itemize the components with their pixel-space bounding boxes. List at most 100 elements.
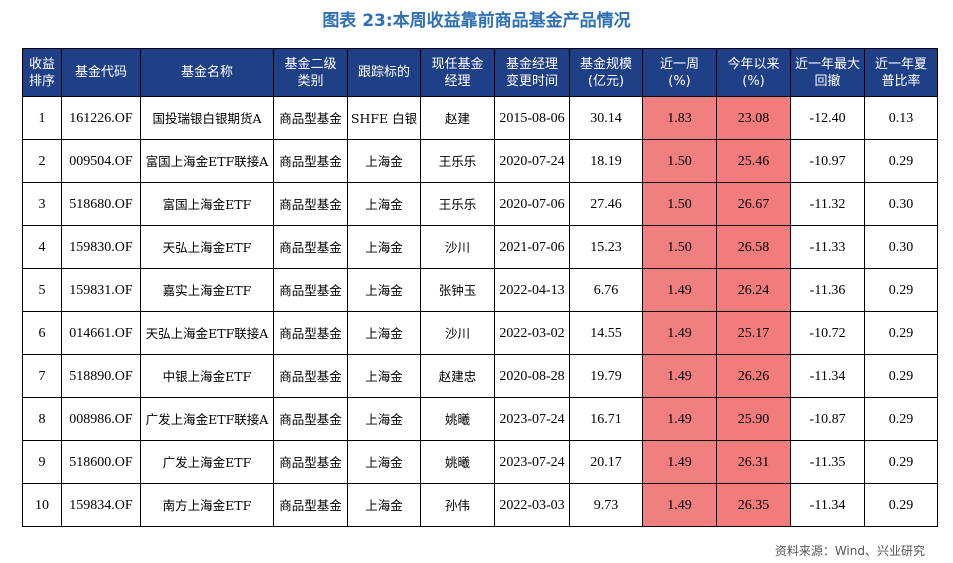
category-cell: 商品型基金 (273, 311, 348, 355)
code-cell: 009504.OF (61, 139, 141, 183)
change-date-cell: 2015-08-06 (494, 96, 570, 140)
manager-cell: 孙伟 (420, 483, 495, 527)
tracking-index-cell: 上海金 (347, 268, 421, 312)
change-date-cell: 2023-07-24 (494, 397, 570, 441)
table-title: 图表 23:本周收益靠前商品基金产品情况 (322, 11, 631, 31)
sharpe-ratio-cell: 0.29 (864, 139, 938, 183)
table-row: 3 518680.OF 富国上海金ETF 商品型基金 上海金 王乐乐 2020-07-06 2… (22, 182, 938, 226)
week-return-cell: 1.49 (642, 311, 717, 355)
fund-size-cell: 19.79 (569, 354, 643, 398)
manager-cell: 姚曦 (420, 397, 495, 441)
table-row: 5 159831.OF 嘉实上海金ETF 商品型基金 上海金 张钟玉 2022-04-13 6… (22, 268, 938, 312)
rank-cell: 3 (22, 182, 62, 226)
sharpe-ratio-cell: 0.29 (864, 440, 938, 484)
fund-size-cell: 30.14 (569, 96, 643, 140)
category-cell: 商品型基金 (273, 268, 348, 312)
sharpe-ratio-cell: 0.30 (864, 182, 938, 226)
max-drawdown-cell: -12.40 (790, 96, 865, 140)
column-header: 近一周 (%) (642, 48, 717, 97)
rank-cell: 7 (22, 354, 62, 398)
column-header: 跟踪标的 (347, 48, 421, 97)
ytd-return-cell: 26.24 (716, 268, 791, 312)
fund-size-cell: 16.71 (569, 397, 643, 441)
fund-name-cell: 中银上海金ETF (140, 354, 274, 398)
column-header-line: (%) (668, 73, 691, 89)
change-date-cell: 2022-04-13 (494, 268, 570, 312)
ytd-return-cell: 26.67 (716, 182, 791, 226)
week-return-cell: 1.49 (642, 268, 717, 312)
max-drawdown-cell: -11.36 (790, 268, 865, 312)
fund-table: 收益 排序 基金代码 基金名称 基金二级 类别 跟踪标的 现任基金 经理 基金经理 变更时间 基金规模… (22, 48, 938, 527)
sharpe-ratio-cell: 0.29 (864, 311, 938, 355)
ytd-return-cell: 26.31 (716, 440, 791, 484)
column-header-line: 类别 (297, 73, 324, 89)
table-row: 7 518890.OF 中银上海金ETF 商品型基金 上海金 赵建忠 2020-08-28 1… (22, 354, 938, 398)
sharpe-ratio-cell: 0.29 (864, 483, 938, 527)
table-row: 2 009504.OF 富国上海金ETF联接A 商品型基金 上海金 王乐乐 2020-07-… (22, 139, 938, 183)
rank-cell: 8 (22, 397, 62, 441)
code-cell: 518890.OF (61, 354, 141, 398)
ytd-return-cell: 26.58 (716, 225, 791, 269)
change-date-cell: 2023-07-24 (494, 440, 570, 484)
ytd-return-cell: 25.90 (716, 397, 791, 441)
fund-name-cell: 广发上海金ETF联接A (140, 397, 274, 441)
fund-size-cell: 14.55 (569, 311, 643, 355)
fund-name-cell: 南方上海金ETF (140, 483, 274, 527)
sharpe-ratio-cell: 0.29 (864, 354, 938, 398)
manager-cell: 姚曦 (420, 440, 495, 484)
category-cell: 商品型基金 (273, 354, 348, 398)
manager-cell: 王乐乐 (420, 182, 495, 226)
column-header-line: 基金名称 (180, 65, 233, 80)
week-return-cell: 1.50 (642, 225, 717, 269)
manager-cell: 张钟玉 (420, 268, 495, 312)
rank-cell: 9 (22, 440, 62, 484)
fund-size-cell: 20.17 (569, 440, 643, 484)
week-return-cell: 1.49 (642, 354, 717, 398)
table-row: 10 159834.OF 南方上海金ETF 商品型基金 上海金 孙伟 2022-03-03 9… (22, 483, 938, 527)
fund-name-cell: 富国上海金ETF联接A (140, 139, 274, 183)
sharpe-ratio-cell: 0.29 (864, 268, 938, 312)
category-cell: 商品型基金 (273, 225, 348, 269)
tracking-index-cell: 上海金 (347, 354, 421, 398)
column-header-line: 基金规模 (579, 56, 632, 72)
ytd-return-cell: 23.08 (716, 96, 791, 140)
category-cell: 商品型基金 (273, 96, 348, 140)
fund-name-cell: 广发上海金ETF (140, 440, 274, 484)
manager-cell: 沙川 (420, 225, 495, 269)
code-cell: 518680.OF (61, 182, 141, 226)
header-row: 收益 排序 基金代码 基金名称 基金二级 类别 跟踪标的 现任基金 经理 基金经理 变更时间 基金规模… (22, 48, 938, 97)
rank-cell: 2 (22, 139, 62, 183)
max-drawdown-cell: -10.72 (790, 311, 865, 355)
category-cell: 商品型基金 (273, 182, 348, 226)
category-cell: 商品型基金 (273, 483, 348, 527)
tracking-index-cell: 上海金 (347, 397, 421, 441)
category-cell: 商品型基金 (273, 139, 348, 183)
code-cell: 159834.OF (61, 483, 141, 527)
week-return-cell: 1.49 (642, 440, 717, 484)
fund-name-cell: 天弘上海金ETF联接A (140, 311, 274, 355)
manager-cell: 赵建 (420, 96, 495, 140)
fund-size-cell: 9.73 (569, 483, 643, 527)
column-header: 近一年最大 回撤 (790, 48, 865, 97)
manager-cell: 赵建忠 (420, 354, 495, 398)
fund-size-cell: 27.46 (569, 182, 643, 226)
fund-size-cell: 18.19 (569, 139, 643, 183)
column-header: 今年以来 (%) (716, 48, 791, 97)
rank-cell: 10 (22, 483, 62, 527)
sharpe-ratio-cell: 0.30 (864, 225, 938, 269)
column-header-line: (亿元) (587, 73, 625, 89)
tracking-index-cell: 上海金 (347, 440, 421, 484)
column-header-line: 回撤 (814, 73, 841, 89)
rank-cell: 6 (22, 311, 62, 355)
tracking-index-cell: 上海金 (347, 182, 421, 226)
rank-cell: 1 (22, 96, 62, 140)
week-return-cell: 1.50 (642, 182, 717, 226)
code-cell: 008986.OF (61, 397, 141, 441)
sharpe-ratio-cell: 0.13 (864, 96, 938, 140)
table-row: 9 518600.OF 广发上海金ETF 商品型基金 上海金 姚曦 2023-07-24 20… (22, 440, 938, 484)
max-drawdown-cell: -10.87 (790, 397, 865, 441)
fund-size-cell: 15.23 (569, 225, 643, 269)
column-header-line: 现任基金 (431, 56, 484, 72)
tracking-index-cell: 上海金 (347, 311, 421, 355)
column-header-line: 收益 (28, 56, 55, 72)
